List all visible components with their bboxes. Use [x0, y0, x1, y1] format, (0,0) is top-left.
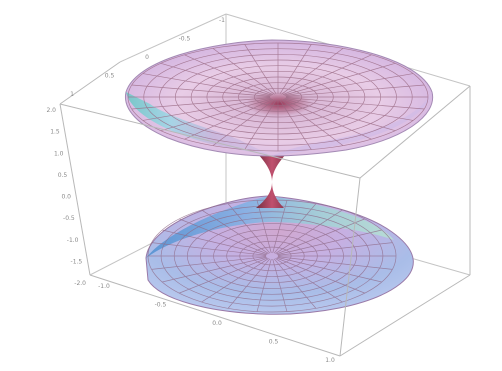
mesh-line [272, 258, 288, 312]
mesh-ring [159, 53, 397, 141]
mesh-line [275, 209, 343, 254]
mesh-ring [190, 65, 366, 129]
mesh-line [279, 44, 312, 95]
y-axis-tick-labels: -1.0 -0.5 0.0 0.5 1.0 [98, 283, 335, 364]
mesh-ring [238, 82, 318, 112]
mesh-line [142, 97, 271, 121]
mesh-line [179, 218, 268, 255]
tick-label: 1 [70, 91, 74, 98]
mesh-line [227, 203, 271, 254]
mesh-line [131, 97, 271, 110]
tick-label: -1.5 [71, 258, 83, 265]
mesh-line [275, 258, 343, 303]
mesh-line [256, 258, 272, 312]
mesh-line [277, 229, 382, 255]
mesh-ring [253, 87, 303, 107]
tick-label: -0.5 [155, 302, 167, 309]
mesh-ring [186, 217, 358, 295]
tick-label: 2.0 [46, 107, 56, 114]
mesh-ring [226, 234, 318, 278]
mesh-line [244, 44, 277, 95]
mesh-ring [127, 42, 429, 152]
mesh-ring [239, 240, 305, 272]
mesh-line [282, 54, 372, 95]
tick-label: -1.0 [98, 283, 110, 290]
mesh-ring [200, 223, 344, 289]
mesh-line [160, 62, 272, 96]
mesh-line [281, 48, 344, 95]
mesh-line [212, 48, 275, 95]
tick-label: 1.0 [325, 357, 335, 364]
mesh-line [162, 229, 267, 255]
mesh-line [277, 242, 393, 256]
mesh-ring [206, 70, 350, 124]
mesh-line [276, 257, 365, 294]
mesh-line [281, 99, 344, 146]
mesh-line [276, 218, 365, 255]
mesh-line [201, 258, 269, 303]
mesh-ring [143, 48, 413, 146]
tick-label: 0 [145, 54, 149, 61]
mesh-ring [173, 211, 371, 301]
tick-label: 0.0 [212, 320, 222, 327]
z-axis-tick-labels: 2.0 1.5 1.0 0.5 0.0 -0.5 -1.0 -1.5 -2.0 [46, 107, 86, 287]
tick-label: -0.5 [179, 36, 191, 43]
mesh-ring [222, 76, 334, 118]
mesh-line [201, 209, 269, 254]
tick-label: -1 [219, 17, 225, 24]
mesh-line [285, 97, 414, 121]
tick-label: -2.0 [74, 280, 86, 287]
plot-box-front-edges [59, 61, 471, 357]
mesh-line [256, 200, 272, 254]
lower-sheet [145, 195, 414, 315]
mesh-line [151, 256, 267, 270]
mesh-line [162, 257, 267, 283]
tick-label: 1.0 [54, 150, 64, 157]
tick-label: 0.5 [269, 339, 279, 346]
upper-sheet [124, 39, 434, 157]
mesh-line [244, 99, 277, 150]
mesh-line [285, 73, 414, 97]
tick-label: 0.0 [61, 194, 71, 201]
tick-label: -0.5 [63, 215, 75, 222]
x-axis-tick-labels: 1 0.5 0 -0.5 -1 [70, 17, 225, 98]
mesh-line [277, 256, 393, 270]
mesh-ring [213, 229, 331, 283]
mesh-line [273, 258, 317, 309]
tick-label: -1.0 [67, 237, 79, 244]
mesh-line [212, 99, 275, 146]
mesh-line [151, 242, 267, 256]
mesh-line [179, 257, 268, 294]
mesh-line [273, 203, 317, 254]
mesh-line [284, 98, 396, 132]
tick-label: 1.5 [50, 129, 60, 136]
mesh-line [160, 98, 272, 132]
mesh-line [277, 257, 382, 283]
mesh-line [285, 97, 425, 110]
mesh-line [184, 54, 274, 95]
mesh-line [227, 258, 271, 309]
mesh-line [142, 73, 271, 97]
tick-label: 0.5 [105, 73, 115, 80]
mesh-line [272, 200, 288, 254]
mesh-line [285, 84, 425, 97]
mesh-line [184, 99, 274, 140]
mesh-ring [174, 59, 382, 135]
mesh-line [279, 99, 312, 150]
mesh-line [284, 62, 396, 96]
mesh-line [282, 99, 372, 140]
mesh-ring [252, 246, 292, 266]
throat-neck [254, 150, 290, 208]
tick-label: 0.5 [58, 172, 68, 179]
mesh-line [131, 84, 271, 97]
